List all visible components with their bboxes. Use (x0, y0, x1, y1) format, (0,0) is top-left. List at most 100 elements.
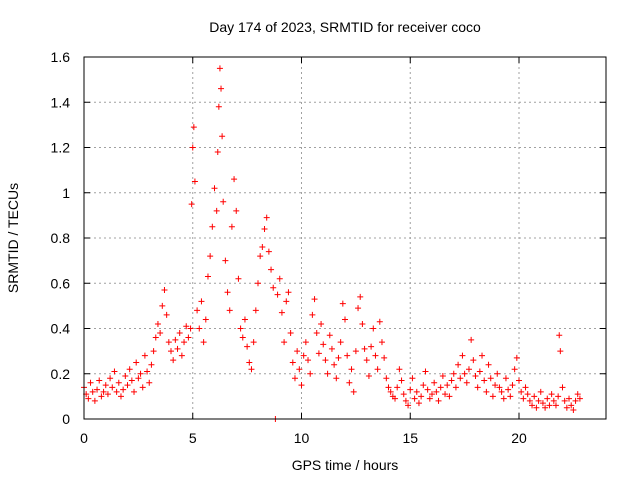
data-point (289, 359, 296, 366)
data-point (302, 339, 309, 346)
data-point (479, 352, 486, 359)
data-point (194, 307, 201, 314)
data-point (422, 368, 429, 375)
data-point (204, 273, 211, 280)
data-point (450, 370, 457, 377)
data-point (509, 382, 516, 389)
data-point (359, 320, 366, 327)
data-point (274, 291, 281, 298)
data-points (81, 65, 583, 422)
data-point (439, 373, 446, 380)
x-axis-label: GPS time / hours (292, 457, 399, 473)
data-point (394, 384, 401, 391)
data-point (556, 332, 563, 339)
data-point (89, 388, 96, 395)
data-point (257, 253, 264, 260)
data-point (202, 316, 209, 323)
y-tick-label: 1.6 (51, 49, 71, 65)
data-point (452, 384, 459, 391)
data-point (494, 370, 501, 377)
data-point (170, 357, 177, 364)
data-point (270, 284, 277, 291)
data-point (396, 366, 403, 373)
y-tick-label: 0.6 (51, 275, 71, 291)
data-point (117, 393, 124, 400)
data-point (146, 379, 153, 386)
data-point (570, 406, 577, 413)
data-point (392, 395, 399, 402)
data-point (209, 223, 216, 230)
data-point (376, 318, 383, 325)
data-point (511, 366, 518, 373)
data-point (111, 368, 118, 375)
data-point (502, 375, 509, 382)
data-point (361, 345, 368, 352)
data-point (296, 366, 303, 373)
data-point (455, 361, 462, 368)
data-point (470, 357, 477, 364)
data-point (561, 397, 568, 404)
data-point (122, 373, 129, 380)
data-point (492, 382, 499, 389)
data-point (248, 366, 255, 373)
axis-ticks: 0 5 10 15 20 0 0.2 0.4 0.6 0.8 1 1.2 1.4 1.6 (51, 49, 606, 446)
data-point (157, 330, 164, 337)
data-point (283, 298, 290, 305)
data-point (150, 348, 157, 355)
data-point (487, 375, 494, 382)
data-point (374, 366, 381, 373)
data-point (259, 244, 266, 251)
data-point (498, 388, 505, 395)
data-point (339, 300, 346, 307)
data-point (298, 382, 305, 389)
data-point (246, 359, 253, 366)
data-point (552, 402, 559, 409)
data-point (333, 375, 340, 382)
data-point (115, 379, 122, 386)
data-point (398, 377, 405, 384)
data-point (215, 103, 222, 110)
data-point (489, 393, 496, 400)
y-tick-label: 0.2 (51, 366, 71, 382)
data-point (137, 370, 144, 377)
data-point (542, 404, 549, 411)
data-point (476, 368, 483, 375)
data-point (213, 207, 220, 214)
data-point (135, 375, 142, 382)
data-point (363, 357, 370, 364)
data-point (307, 370, 314, 377)
data-point (163, 311, 170, 318)
data-point (459, 352, 466, 359)
data-point (104, 391, 111, 398)
x-tick-label: 5 (189, 430, 197, 446)
data-point (526, 397, 533, 404)
data-point (346, 379, 353, 386)
data-point (472, 373, 479, 380)
data-point (268, 266, 275, 273)
data-point (368, 343, 375, 350)
data-point (128, 377, 135, 384)
data-point (468, 336, 475, 343)
data-point (161, 287, 168, 294)
data-point (187, 325, 194, 332)
data-point (228, 223, 235, 230)
data-point (165, 339, 172, 346)
data-point (496, 384, 503, 391)
data-point (465, 366, 472, 373)
data-point (200, 339, 207, 346)
data-point (435, 397, 442, 404)
data-point (426, 395, 433, 402)
data-point (529, 402, 536, 409)
data-point (326, 332, 333, 339)
data-point (520, 395, 527, 402)
data-point (424, 386, 431, 393)
data-point (178, 352, 185, 359)
data-point (224, 289, 231, 296)
data-point (539, 400, 546, 407)
data-point (181, 339, 188, 346)
data-point (322, 357, 329, 364)
data-point (196, 325, 203, 332)
data-point (448, 377, 455, 384)
